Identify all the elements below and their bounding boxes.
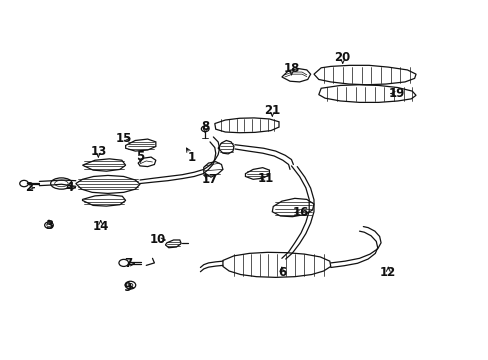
Text: 9: 9 xyxy=(122,281,131,294)
Text: 11: 11 xyxy=(257,172,274,185)
Text: 4: 4 xyxy=(65,181,74,194)
Text: 14: 14 xyxy=(92,220,109,233)
Text: 3: 3 xyxy=(45,219,53,231)
Text: 21: 21 xyxy=(264,104,280,117)
Text: 16: 16 xyxy=(292,206,308,219)
Text: 8: 8 xyxy=(201,120,209,133)
Text: 18: 18 xyxy=(283,62,299,75)
Text: 2: 2 xyxy=(25,181,33,194)
Text: 5: 5 xyxy=(136,149,144,162)
Text: 7: 7 xyxy=(124,257,132,270)
Text: 13: 13 xyxy=(90,145,106,158)
Text: 12: 12 xyxy=(379,266,396,279)
Text: 20: 20 xyxy=(334,51,350,64)
Text: 6: 6 xyxy=(277,266,285,279)
Text: 17: 17 xyxy=(202,173,218,186)
Text: 19: 19 xyxy=(388,87,404,100)
Text: 15: 15 xyxy=(115,132,132,145)
Text: 10: 10 xyxy=(150,234,166,247)
Text: 1: 1 xyxy=(187,150,196,163)
